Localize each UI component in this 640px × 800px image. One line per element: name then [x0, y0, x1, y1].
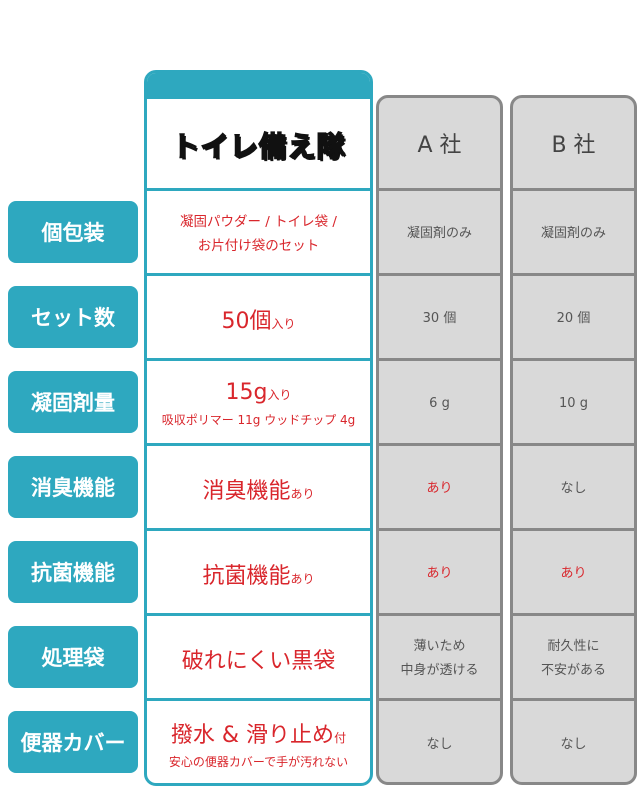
company-b-coagulant: 10 g [513, 358, 634, 446]
company-a-antibacterial: あり [379, 528, 500, 616]
brand-packaging: 凝固パウダー / トイレ袋 / お片付け袋のセット [147, 188, 370, 276]
row-label-coagulant: 凝固剤量 [8, 371, 138, 433]
company-b-set-count: 20 個 [513, 273, 634, 361]
company-b-header: B 社 [551, 133, 596, 158]
company-a-set-count: 30 個 [379, 273, 500, 361]
company-b-packaging: 凝固剤のみ [513, 188, 634, 276]
brand-coagulant: 15g入り 吸収ポリマー 11g ウッドチップ 4g [147, 358, 370, 446]
brand-header-band [147, 73, 370, 99]
row-label-set-count: セット数 [8, 286, 138, 348]
company-b-column: B 社 凝固剤のみ 20 個 10 g なし あり 耐久性に 不安がある なし [510, 95, 637, 785]
company-a-disposal-bag: 薄いため 中身が透ける [379, 613, 500, 701]
company-a-coagulant: 6 g [379, 358, 500, 446]
company-b-deodorant: なし [513, 443, 634, 531]
brand-toilet-cover: 撥水 & 滑り止め付 安心の便器カバーで手が汚れない [147, 698, 370, 783]
row-label-antibacterial: 抗菌機能 [8, 541, 138, 603]
brand-antibacterial: 抗菌機能あり [147, 528, 370, 616]
company-b-toilet-cover: なし [513, 698, 634, 782]
company-a-toilet-cover: なし [379, 698, 500, 782]
row-label-toilet-cover: 便器カバー [8, 711, 138, 773]
company-a-header: A 社 [417, 133, 462, 158]
brand-set-count: 50個入り [147, 273, 370, 361]
brand-logo: トイレ備え隊 [171, 129, 346, 164]
brand-deodorant: 消臭機能あり [147, 443, 370, 531]
company-b-disposal-bag: 耐久性に 不安がある [513, 613, 634, 701]
row-label-packaging: 個包装 [8, 201, 138, 263]
row-label-deodorant: 消臭機能 [8, 456, 138, 518]
brand-header: トイレ備え隊 [147, 99, 370, 191]
brand-disposal-bag: 破れにくい黒袋 [147, 613, 370, 701]
company-a-packaging: 凝固剤のみ [379, 188, 500, 276]
company-b-antibacterial: あり [513, 528, 634, 616]
row-label-disposal-bag: 処理袋 [8, 626, 138, 688]
company-a-deodorant: あり [379, 443, 500, 531]
brand-column: トイレ備え隊 凝固パウダー / トイレ袋 / お片付け袋のセット 50個入り 15… [144, 70, 373, 786]
company-a-column: A 社 凝固剤のみ 30 個 6 g あり あり 薄いため 中身が透ける なし [376, 95, 503, 785]
